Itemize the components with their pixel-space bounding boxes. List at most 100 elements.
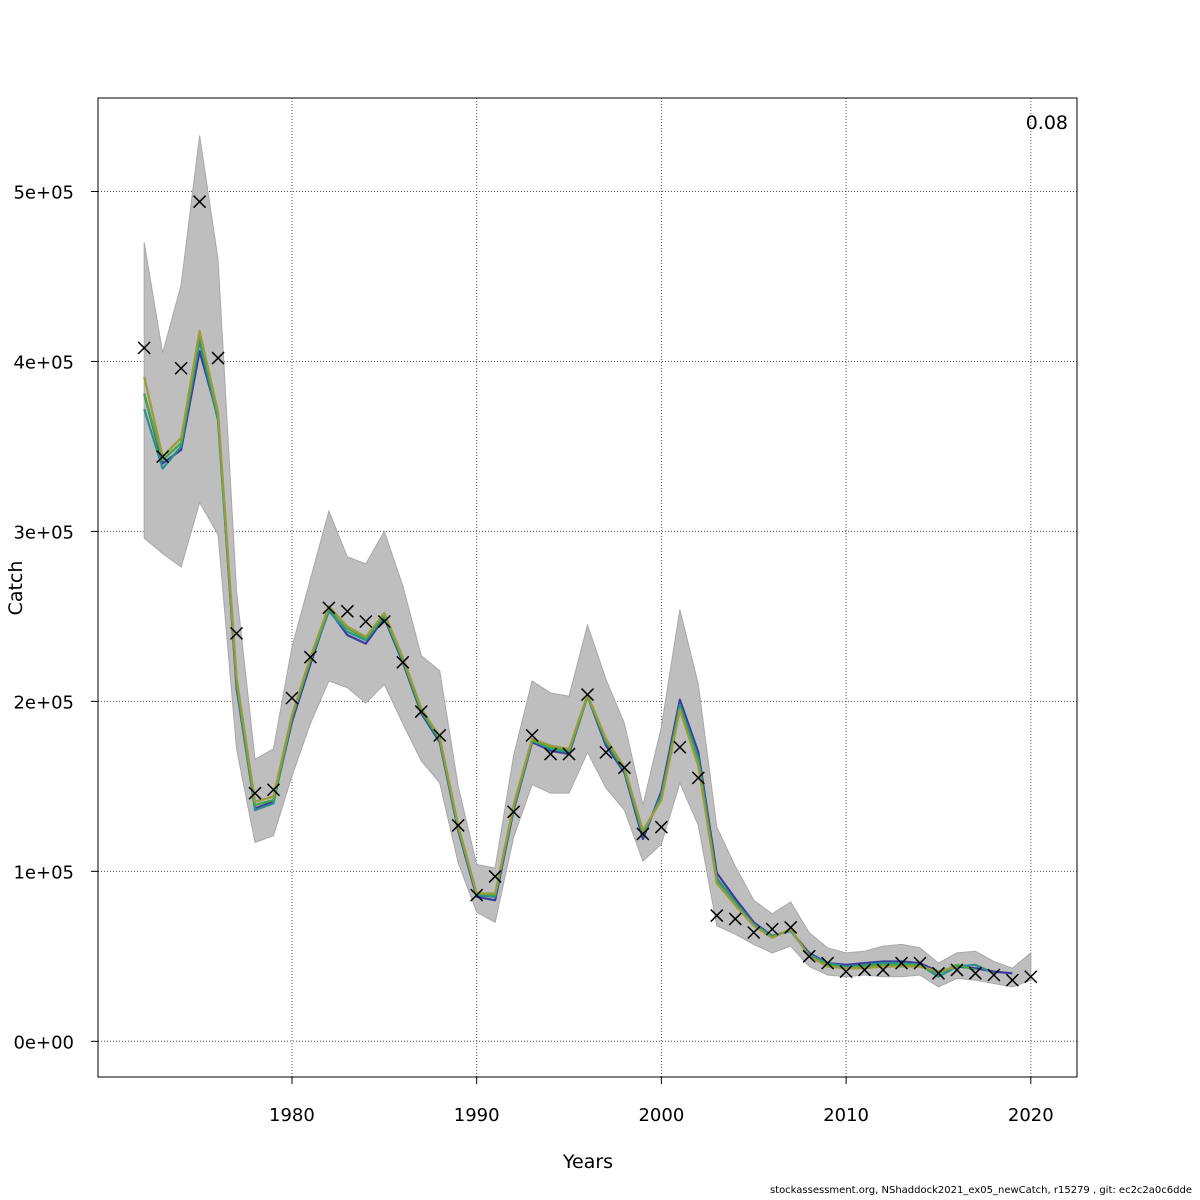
observed-point — [359, 614, 373, 629]
observed-point-stroke — [359, 614, 373, 629]
observed-point-stroke — [747, 925, 761, 940]
observed-point — [765, 922, 779, 936]
observed-point-stroke — [285, 691, 299, 705]
observed-point-stroke — [414, 705, 428, 719]
confidence-band — [143, 135, 1032, 988]
observed-points-layer — [137, 195, 1038, 987]
observed-point-stroke — [913, 956, 927, 970]
observed-point-stroke — [599, 745, 613, 759]
observed-point — [193, 195, 207, 209]
observed-point-stroke — [193, 195, 207, 209]
observed-point-stroke — [562, 747, 576, 761]
observed-point — [858, 963, 872, 977]
observed-point-stroke — [303, 650, 317, 664]
observed-point-stroke — [507, 805, 521, 819]
observed-point-stroke — [858, 963, 872, 977]
observed-point — [876, 963, 890, 977]
observed-point — [340, 604, 354, 618]
observed-point — [636, 827, 650, 841]
y-tick-label: 5e+05 — [13, 182, 74, 203]
observed-point — [802, 949, 816, 963]
observed-point-stroke — [1024, 970, 1038, 984]
observed-point-stroke — [544, 747, 558, 761]
observed-point — [950, 963, 964, 977]
observed-point-stroke — [377, 614, 391, 629]
observed-point — [414, 705, 428, 719]
observed-point-stroke — [987, 968, 1001, 982]
observed-point-stroke — [488, 869, 502, 883]
observed-point-stroke — [931, 966, 945, 980]
observed-point-stroke — [821, 956, 835, 970]
observed-point — [266, 783, 281, 797]
observed-point — [784, 920, 798, 934]
observed-point — [821, 956, 835, 970]
observed-point-stroke — [230, 626, 244, 640]
observed-point — [507, 805, 521, 819]
observed-point — [673, 740, 687, 754]
x-tick-label: 1990 — [454, 1105, 500, 1126]
observed-point-stroke — [470, 888, 484, 902]
observed-point-stroke — [451, 818, 465, 832]
observed-point-stroke — [340, 604, 354, 618]
footer-credit: stockassessment.org, NShaddock2021_ex05_… — [769, 1185, 1192, 1196]
y-axis-ticks: 0e+00 1e+05 2e+05 3e+05 4e+05 5e+05 — [13, 182, 98, 1053]
observed-point — [599, 745, 613, 759]
series-lines-layer — [143, 329, 1013, 978]
observed-point — [377, 614, 391, 629]
observed-point — [654, 820, 668, 834]
observed-point — [396, 655, 410, 669]
x-tick-label: 2020 — [1008, 1105, 1054, 1126]
corner-label: 0.08 — [1026, 112, 1068, 134]
observed-point — [137, 341, 151, 355]
series-line-4 — [143, 329, 958, 973]
observed-point-stroke — [248, 786, 262, 800]
observed-point — [1005, 973, 1019, 987]
observed-point-stroke — [802, 949, 816, 963]
observed-point-stroke — [710, 909, 724, 923]
observed-point-stroke — [580, 688, 595, 702]
observed-point-stroke — [396, 655, 410, 669]
observed-point-stroke — [525, 728, 539, 742]
observed-point — [968, 966, 982, 980]
observed-point-stroke — [156, 450, 170, 464]
observed-point-stroke — [784, 920, 798, 934]
x-tick-label: 2010 — [823, 1105, 869, 1126]
observed-point-stroke — [174, 361, 188, 375]
observed-point-stroke — [876, 963, 890, 977]
observed-point — [322, 601, 336, 615]
observed-point — [230, 626, 244, 640]
observed-point-stroke — [839, 965, 853, 979]
observed-point — [303, 650, 317, 664]
observed-point — [433, 728, 447, 742]
x-axis-title: Years — [562, 1151, 613, 1173]
observed-point — [285, 691, 299, 705]
observed-point — [710, 909, 724, 923]
observed-point — [174, 361, 188, 375]
observed-point — [747, 925, 761, 940]
x-axis-ticks: 1980 1990 2000 2010 2020 — [269, 1077, 1054, 1126]
observed-point — [211, 351, 225, 365]
observed-point — [839, 965, 853, 979]
y-axis-title: Catch — [5, 561, 27, 616]
observed-point-stroke — [266, 783, 281, 797]
observed-point — [488, 869, 502, 883]
observed-point-stroke — [137, 341, 151, 355]
observed-point — [248, 786, 262, 800]
observed-point-stroke — [765, 922, 779, 936]
plot-frame — [97, 97, 1078, 1078]
observed-point — [580, 688, 595, 702]
y-tick-label: 3e+05 — [13, 522, 74, 543]
grid-lines — [98, 98, 1077, 1077]
observed-point-stroke — [950, 963, 964, 977]
observed-point-stroke — [617, 761, 631, 775]
observed-point-stroke — [433, 728, 447, 742]
series-line-2 — [143, 339, 995, 978]
observed-point — [913, 956, 927, 970]
observed-point-stroke — [1005, 973, 1019, 987]
observed-point — [544, 747, 558, 761]
observed-point — [525, 728, 539, 742]
observed-point-stroke — [673, 740, 687, 754]
observed-point — [156, 450, 170, 464]
observed-point — [1024, 970, 1038, 984]
